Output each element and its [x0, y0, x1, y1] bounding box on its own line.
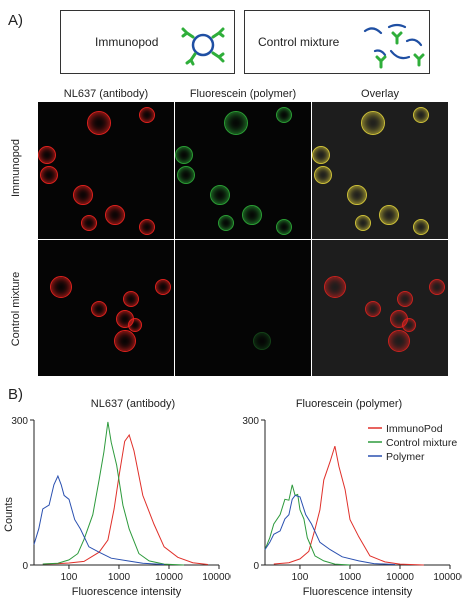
panel-a-label: A) — [8, 12, 23, 29]
cell — [314, 166, 332, 184]
x-tick-label: 1000 — [108, 572, 131, 583]
cell — [413, 219, 429, 235]
y-tick-label: 300 — [242, 416, 259, 427]
series-line-0 — [273, 445, 424, 566]
legend-label: Polymer — [386, 451, 425, 463]
y-tick-label: 0 — [22, 561, 28, 572]
cell — [402, 318, 416, 332]
chart-2-title: Fluorescein (polymer) — [295, 398, 403, 410]
cell — [105, 205, 125, 225]
x-tick-label: 10000 — [386, 572, 414, 583]
cell — [155, 279, 171, 295]
cell — [276, 219, 292, 235]
x-tick-label: 100 — [292, 572, 309, 583]
cell — [175, 146, 193, 164]
series-line-2 — [264, 494, 396, 565]
cell — [81, 215, 97, 231]
legend-label: ImmunoPod — [386, 423, 443, 435]
cell — [139, 219, 155, 235]
x-tick-label: 10000 — [155, 572, 183, 583]
cell — [224, 111, 248, 135]
cell — [50, 276, 72, 298]
col-header-overlay: Overlay — [361, 88, 399, 100]
row-header-immunopod: Immunopod — [10, 138, 22, 198]
cell — [429, 279, 445, 295]
legend-label: Control mixture — [386, 437, 457, 449]
x-tick-label: 100 — [61, 572, 78, 583]
series-line-1 — [42, 421, 185, 566]
x-tick-label: 1000 — [339, 572, 362, 583]
cell — [413, 107, 429, 123]
cell — [139, 107, 155, 123]
series-line-2 — [33, 474, 165, 565]
immunopod-legend-box: Immunopod — [60, 10, 235, 74]
x-axis-label: Fluorescence intensity — [72, 586, 182, 598]
immunopod-construct-icon — [181, 27, 225, 66]
cell — [361, 111, 385, 135]
y-axis-label: Counts — [3, 497, 15, 532]
immunopod-box-label: Immunopod — [95, 35, 159, 49]
cell — [210, 185, 230, 205]
cell — [177, 166, 195, 184]
cell — [242, 205, 262, 225]
cell — [128, 318, 142, 332]
y-tick-label: 0 — [253, 561, 259, 572]
micrograph-immunopod-antibody — [38, 102, 174, 239]
cell — [114, 330, 136, 352]
panel-b-label: B) — [8, 386, 23, 403]
cell — [276, 107, 292, 123]
control-mixture-icon — [363, 23, 425, 69]
col-header-antibody: NL637 (antibody) — [63, 88, 149, 100]
cell — [379, 205, 399, 225]
cell — [347, 185, 367, 205]
cell — [365, 301, 381, 317]
cell — [312, 146, 330, 164]
series-line-0 — [42, 433, 208, 565]
cell — [388, 330, 410, 352]
cell — [397, 291, 413, 307]
cell — [253, 332, 271, 350]
control-legend-box: Control mixture — [244, 10, 430, 74]
cell — [40, 166, 58, 184]
chart-1-title: NL637 (antibody) — [90, 398, 176, 410]
cell — [355, 215, 371, 231]
cell — [91, 301, 107, 317]
cell — [218, 215, 234, 231]
cell — [123, 291, 139, 307]
cell — [38, 146, 56, 164]
micrograph-immunopod-overlay — [312, 102, 448, 239]
col-header-polymer: Fluorescein (polymer) — [189, 88, 297, 100]
series-line-1 — [264, 484, 351, 566]
micrograph-control-polymer — [175, 240, 311, 376]
cell — [324, 276, 346, 298]
micrograph-control-antibody — [38, 240, 174, 376]
micrograph-immunopod-polymer — [175, 102, 311, 239]
micrograph-control-overlay — [312, 240, 448, 376]
row-header-control: Control mixture — [10, 271, 22, 347]
control-box-label: Control mixture — [258, 35, 340, 49]
cell — [87, 111, 111, 135]
cell — [73, 185, 93, 205]
y-tick-label: 300 — [11, 416, 28, 427]
x-axis-label: Fluorescence intensity — [303, 586, 413, 598]
